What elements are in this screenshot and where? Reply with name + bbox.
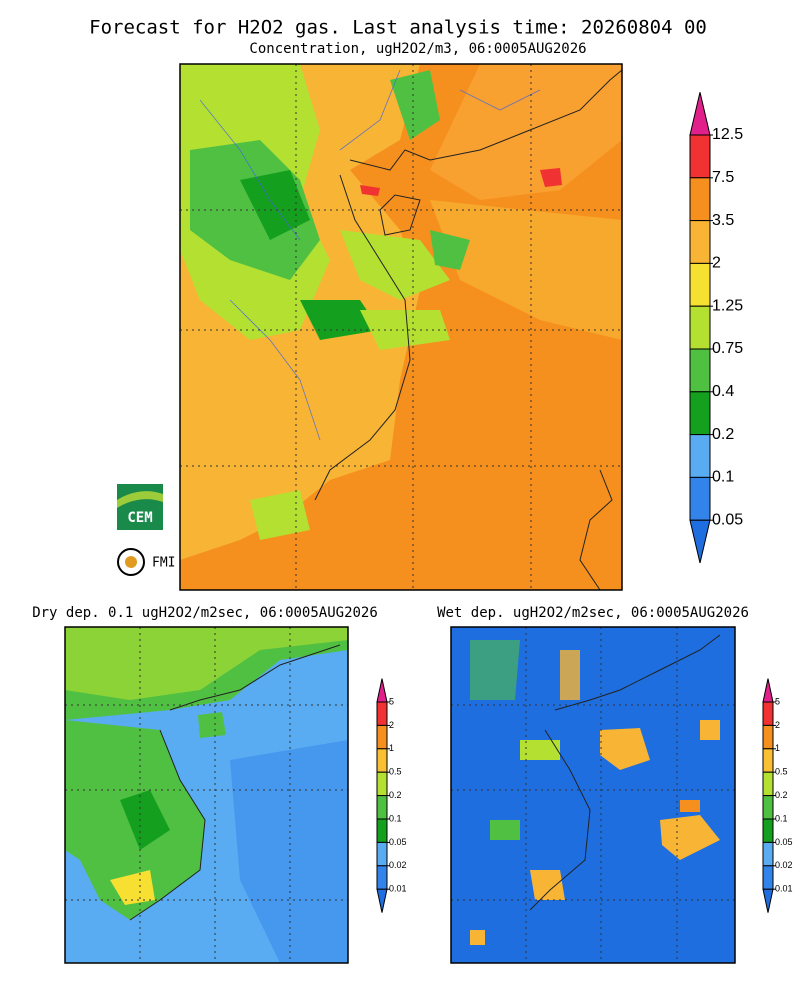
legend-label: 1 [389,743,394,753]
legend-swatch [376,795,388,820]
dry-title: Dry dep. 0.1 ugH2O2/m2sec, 06:0005AUG202… [32,605,378,621]
main-map [179,63,623,591]
legend-label: 3.5 [712,212,734,229]
legend-label: 0.4 [712,383,734,400]
wet-title: Wet dep. ugH2O2/m2sec, 06:0005AUG2026 [437,605,749,621]
legend-swatch [376,724,388,750]
dry-map [64,626,349,964]
legend-cap [376,888,388,913]
legend-label: 5 [775,696,780,706]
legend-label: 0.2 [389,790,402,800]
legend-label: 0.05 [389,837,407,847]
legend-swatch [376,818,388,843]
legend-swatch [762,841,774,867]
legend-label: 0.05 [712,511,743,528]
legend-label: 0.1 [389,813,402,823]
legend-label: 1 [775,743,780,753]
legend-cap [762,678,774,703]
legend-swatch [689,177,711,222]
legend-swatch [376,865,388,890]
legend-label: 12.5 [712,126,743,143]
legend-swatch [689,134,711,179]
legend-swatch [762,748,774,773]
legend-label: 0.5 [775,767,788,777]
legend-swatch [376,771,388,797]
legend-label: 0.75 [712,340,743,357]
subtitle: Concentration, ugH2O2/m3, 06:0005AUG2026 [249,41,586,57]
legend-label: 2 [389,720,394,730]
fmi-text: FMI [152,556,175,571]
legend-label: 0.1 [775,813,788,823]
legend-label: 0.01 [775,884,793,894]
legend-label: 0.01 [389,884,407,894]
legend-swatch [689,476,711,521]
legend-swatch [762,701,774,726]
legend-label: 7.5 [712,169,734,186]
legend-cap [762,888,774,913]
legend-label: 0.02 [775,860,793,870]
cem-logo: CEM [117,484,163,530]
legend-label: 0.2 [775,790,788,800]
legend-label: 0.5 [389,767,402,777]
legend-swatch [762,865,774,890]
legend-label: 0.05 [775,837,793,847]
wet-map [450,626,736,964]
legend-swatch [689,434,711,478]
legend-label: 2 [712,255,721,272]
legend-label: 0.2 [712,426,734,443]
legend-cap [689,92,711,136]
legend-swatch [689,220,711,264]
legend-cap [689,519,711,564]
legend-swatch [762,771,774,797]
legend-label: 0.02 [389,860,407,870]
title: Forecast for H2O2 gas. Last analysis tim… [89,17,707,39]
legend-label: 5 [389,696,394,706]
legend-swatch [689,348,711,393]
legend-swatch [376,701,388,726]
legend-swatch [689,391,711,436]
legend-label: 1.25 [712,297,743,314]
legend-swatch [762,795,774,820]
fmi-logo: FMI [117,548,175,576]
legend-cap [376,678,388,703]
legend-swatch [689,262,711,307]
cem-text: CEM [127,510,152,526]
legend-swatch [376,841,388,867]
legend-swatch [376,748,388,773]
legend-swatch [762,724,774,750]
legend-swatch [762,818,774,843]
legend-swatch [689,305,711,350]
legend-label: 2 [775,720,780,730]
legend-label: 0.1 [712,469,734,486]
